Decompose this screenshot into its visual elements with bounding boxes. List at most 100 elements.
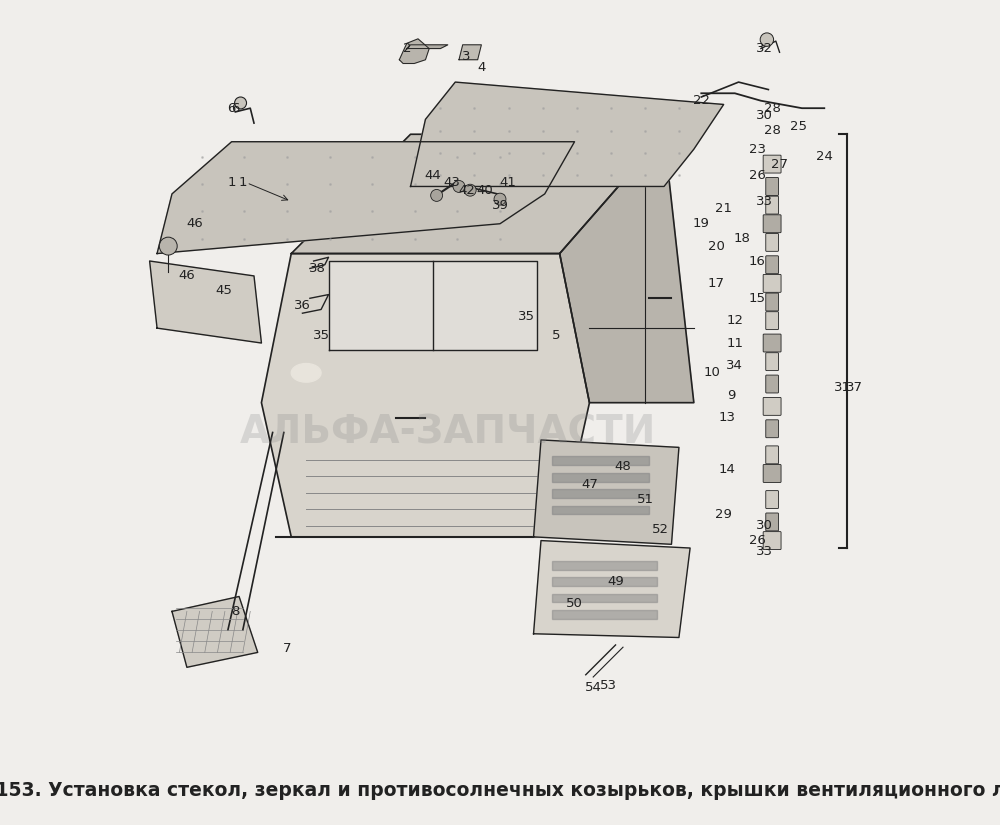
- Text: Рис. 153. Установка стекол, зеркал и противосолнечных козырьков, крышки вентиляц: Рис. 153. Установка стекол, зеркал и про…: [0, 781, 1000, 800]
- Text: 26: 26: [749, 534, 766, 547]
- FancyBboxPatch shape: [763, 334, 781, 352]
- Text: 45: 45: [216, 285, 233, 297]
- FancyBboxPatch shape: [763, 275, 781, 292]
- FancyBboxPatch shape: [766, 256, 778, 274]
- Text: 28: 28: [764, 101, 781, 115]
- Polygon shape: [552, 473, 649, 482]
- Text: 20: 20: [708, 239, 725, 252]
- Text: 53: 53: [600, 680, 617, 692]
- Text: 6: 6: [227, 101, 235, 115]
- Polygon shape: [552, 456, 649, 465]
- Text: 22: 22: [693, 94, 710, 107]
- Text: 28: 28: [764, 124, 781, 137]
- FancyBboxPatch shape: [763, 398, 781, 415]
- FancyBboxPatch shape: [766, 177, 778, 196]
- Text: 8: 8: [231, 605, 240, 618]
- Circle shape: [760, 33, 774, 46]
- Polygon shape: [455, 142, 530, 164]
- Text: 2: 2: [403, 42, 411, 55]
- Text: 11: 11: [726, 337, 743, 350]
- Text: 27: 27: [771, 158, 788, 171]
- Polygon shape: [552, 578, 657, 586]
- Text: 38: 38: [309, 262, 326, 275]
- Polygon shape: [534, 440, 679, 544]
- Text: 1: 1: [239, 177, 247, 189]
- Text: 39: 39: [492, 199, 508, 211]
- FancyBboxPatch shape: [766, 233, 778, 252]
- Text: 17: 17: [708, 277, 725, 290]
- Circle shape: [494, 193, 506, 205]
- Text: 32: 32: [756, 42, 773, 55]
- Polygon shape: [407, 45, 448, 49]
- Polygon shape: [399, 39, 429, 64]
- Polygon shape: [552, 489, 649, 498]
- FancyBboxPatch shape: [766, 293, 778, 311]
- Polygon shape: [552, 610, 657, 619]
- Text: 26: 26: [749, 169, 766, 182]
- Text: 14: 14: [719, 464, 736, 476]
- Text: 30: 30: [756, 519, 773, 532]
- Text: 40: 40: [477, 184, 493, 196]
- Polygon shape: [261, 253, 589, 537]
- Text: АЛЬФА-ЗАПЧАСТИ: АЛЬФА-ЗАПЧАСТИ: [240, 413, 656, 451]
- FancyBboxPatch shape: [763, 155, 781, 173]
- FancyBboxPatch shape: [766, 375, 778, 393]
- Text: 48: 48: [615, 460, 631, 473]
- Polygon shape: [157, 142, 575, 253]
- Text: 47: 47: [581, 478, 598, 491]
- Circle shape: [453, 181, 465, 192]
- Polygon shape: [552, 506, 649, 515]
- Text: 43: 43: [443, 177, 460, 189]
- FancyBboxPatch shape: [766, 353, 778, 370]
- Polygon shape: [459, 45, 481, 59]
- Text: 44: 44: [425, 169, 441, 182]
- Text: 18: 18: [734, 232, 751, 245]
- Text: 9: 9: [727, 389, 735, 402]
- Text: 25: 25: [790, 120, 807, 134]
- Text: 10: 10: [704, 366, 721, 380]
- Text: 50: 50: [566, 597, 583, 610]
- Text: 12: 12: [726, 314, 743, 328]
- Text: 5: 5: [552, 329, 560, 342]
- Polygon shape: [172, 596, 258, 667]
- Text: 35: 35: [313, 329, 330, 342]
- Text: 31: 31: [834, 381, 851, 394]
- FancyBboxPatch shape: [766, 312, 778, 330]
- Text: 35: 35: [518, 310, 535, 323]
- Text: 7: 7: [283, 642, 292, 655]
- Text: 54: 54: [585, 681, 602, 694]
- Polygon shape: [560, 134, 694, 403]
- Text: 46: 46: [179, 270, 195, 282]
- Polygon shape: [552, 593, 657, 602]
- Polygon shape: [552, 561, 657, 569]
- Text: 23: 23: [749, 143, 766, 156]
- Text: 42: 42: [458, 184, 475, 196]
- FancyBboxPatch shape: [763, 214, 781, 233]
- Text: 37: 37: [846, 381, 863, 394]
- Text: 3: 3: [462, 50, 471, 63]
- Circle shape: [431, 190, 443, 201]
- Polygon shape: [411, 82, 724, 186]
- Circle shape: [235, 97, 247, 109]
- Text: 33: 33: [756, 545, 773, 559]
- FancyBboxPatch shape: [763, 531, 781, 549]
- Text: 52: 52: [652, 523, 669, 536]
- Text: 24: 24: [816, 150, 833, 163]
- FancyBboxPatch shape: [766, 446, 778, 464]
- Text: 36: 36: [294, 299, 311, 312]
- Text: 34: 34: [726, 359, 743, 372]
- Text: 49: 49: [607, 575, 624, 588]
- Text: 4: 4: [477, 61, 486, 73]
- Text: 33: 33: [756, 195, 773, 208]
- Text: 51: 51: [637, 493, 654, 506]
- Text: 6: 6: [231, 101, 240, 115]
- Text: 46: 46: [186, 217, 203, 230]
- Polygon shape: [329, 261, 537, 351]
- Text: 16: 16: [749, 255, 766, 267]
- Text: 30: 30: [756, 109, 773, 122]
- Ellipse shape: [291, 364, 321, 382]
- Polygon shape: [150, 261, 261, 343]
- Polygon shape: [534, 540, 690, 638]
- FancyBboxPatch shape: [766, 420, 778, 438]
- Circle shape: [159, 237, 177, 255]
